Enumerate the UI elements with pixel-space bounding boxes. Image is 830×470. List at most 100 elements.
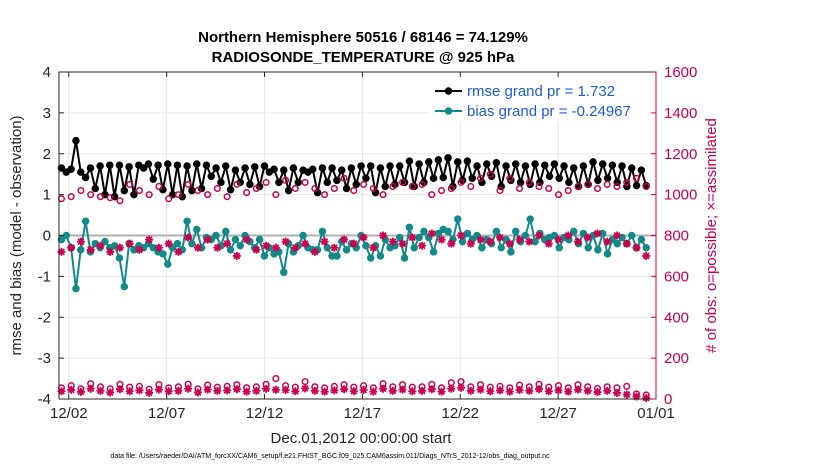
obs_assimilated_mid-point	[466, 239, 475, 248]
obs_assimilated_mid-point	[242, 235, 251, 244]
rmse-point	[125, 163, 133, 171]
obs_assimilated_mid-point	[583, 233, 592, 242]
obs_assimilated_low-point	[642, 393, 651, 402]
bias-point	[342, 246, 351, 254]
obs_assimilated_mid-point	[486, 237, 495, 246]
rmse-point	[289, 164, 298, 172]
obs_assimilated_mid-point	[622, 239, 631, 248]
obs_assimilated_low-point	[340, 385, 349, 394]
obs_assimilated_low-point	[154, 385, 163, 394]
obs_assimilated_low-point	[573, 385, 582, 394]
rmse-point	[410, 182, 418, 191]
obs_possible_mid-point	[282, 176, 290, 184]
rmse-point	[57, 164, 66, 172]
obs_assimilated_low-point	[515, 386, 524, 395]
obs_possible_mid-point	[233, 180, 241, 188]
bias-point	[584, 244, 592, 252]
bias-point	[453, 215, 462, 223]
obs_possible_mid-point	[457, 178, 465, 186]
obs_assimilated_mid-point	[96, 241, 105, 250]
rmse-point	[400, 178, 409, 187]
y-right-tick-label: 200	[664, 350, 689, 367]
obs_assimilated_mid-point	[232, 251, 241, 260]
obs_assimilated_low-point	[603, 386, 612, 395]
obs_assimilated_mid-point	[106, 247, 115, 256]
rmse-point	[275, 178, 283, 187]
obs_assimilated_low-point	[359, 386, 368, 395]
rmse-point	[72, 136, 80, 145]
legend-marker-rmse	[444, 87, 453, 95]
rmse-point	[366, 162, 375, 170]
obs_assimilated_mid-point	[271, 243, 280, 252]
obs_possible_mid-point	[476, 174, 485, 182]
y-left-tick-label: -3	[38, 350, 51, 367]
x-tick-label: 12/12	[246, 405, 284, 422]
obs_assimilated_mid-point	[505, 239, 514, 248]
rmse-point	[569, 164, 578, 172]
rmse-point	[280, 166, 288, 174]
rmse-point	[603, 174, 612, 183]
bias-point	[62, 231, 71, 240]
bias-point	[188, 239, 196, 248]
obs_possible_mid-point	[447, 184, 455, 193]
legend-label-bias: bias grand pr = -0.24967	[467, 103, 631, 120]
obs_possible_mid-point	[184, 180, 192, 188]
bias-point	[280, 268, 288, 277]
y-axis-right-label: # of obs: o=possible; ×=assimilated	[703, 118, 720, 353]
y-right-tick-label: 1600	[664, 64, 697, 81]
obs_possible_mid-point	[330, 184, 338, 193]
rmse-point	[139, 164, 148, 172]
rmse-point	[323, 178, 331, 187]
rmse-point	[342, 184, 351, 193]
bias-point	[236, 241, 245, 250]
obs_assimilated_low-point	[301, 384, 310, 393]
rmse-point	[511, 160, 520, 168]
obs_assimilated_low-point	[223, 386, 232, 395]
obs_assimilated_low-point	[525, 386, 534, 395]
obs_assimilated_low-point	[418, 386, 427, 395]
rmse-point	[608, 161, 617, 169]
rmse-point	[352, 180, 360, 189]
obs_possible_mid-point	[106, 194, 114, 202]
obs_assimilated_mid-point	[252, 245, 261, 254]
obs_assimilated_low-point	[593, 388, 602, 397]
y-axis-right: 0 200 400 600 800 1000 1200 1400 1600	[651, 64, 697, 408]
obs_assimilated_mid-point	[535, 231, 544, 240]
obs_assimilated_low-point	[564, 387, 573, 396]
rmse-point	[565, 178, 573, 187]
rmse-point	[550, 160, 559, 168]
bias-point	[497, 244, 505, 252]
y-axis-left: -4 -3 -2 -1 0 1 2 3 4	[38, 64, 64, 408]
rmse-point	[463, 157, 472, 165]
obs_assimilated_low-point	[447, 384, 456, 393]
bias-point	[415, 233, 423, 242]
obs_assimilated_low-point	[96, 386, 105, 395]
obs_possible_mid-point	[467, 182, 475, 190]
bias-point	[57, 235, 66, 244]
obs_possible_mid-point	[574, 182, 582, 190]
rmse-point	[637, 166, 646, 174]
obs_assimilated_low-point	[476, 385, 485, 394]
rmse-point	[555, 174, 563, 183]
obs_assimilated_low-point	[184, 384, 193, 393]
bias-point	[376, 252, 385, 260]
rmse-point	[395, 162, 404, 170]
bias-point	[410, 244, 418, 252]
bias-point	[395, 233, 404, 242]
obs_assimilated_mid-point	[603, 237, 612, 246]
bias-point	[429, 248, 438, 256]
obs_assimilated_mid-point	[67, 243, 76, 252]
bias-point	[193, 225, 201, 234]
obs_assimilated_low-point	[437, 387, 446, 396]
obs_assimilated_mid-point	[564, 231, 573, 240]
rmse-point	[81, 173, 90, 182]
obs_assimilated_low-point	[291, 387, 300, 396]
bias-point	[323, 244, 331, 252]
obs_possible_mid-point	[116, 197, 124, 205]
obs_assimilated_low-point	[398, 385, 407, 394]
obs_possible_low-point	[301, 378, 309, 386]
obs_assimilated_mid-point	[184, 233, 193, 242]
obs_assimilated_low-point	[213, 386, 222, 395]
bias-point	[569, 227, 578, 236]
legend-box	[429, 78, 647, 122]
